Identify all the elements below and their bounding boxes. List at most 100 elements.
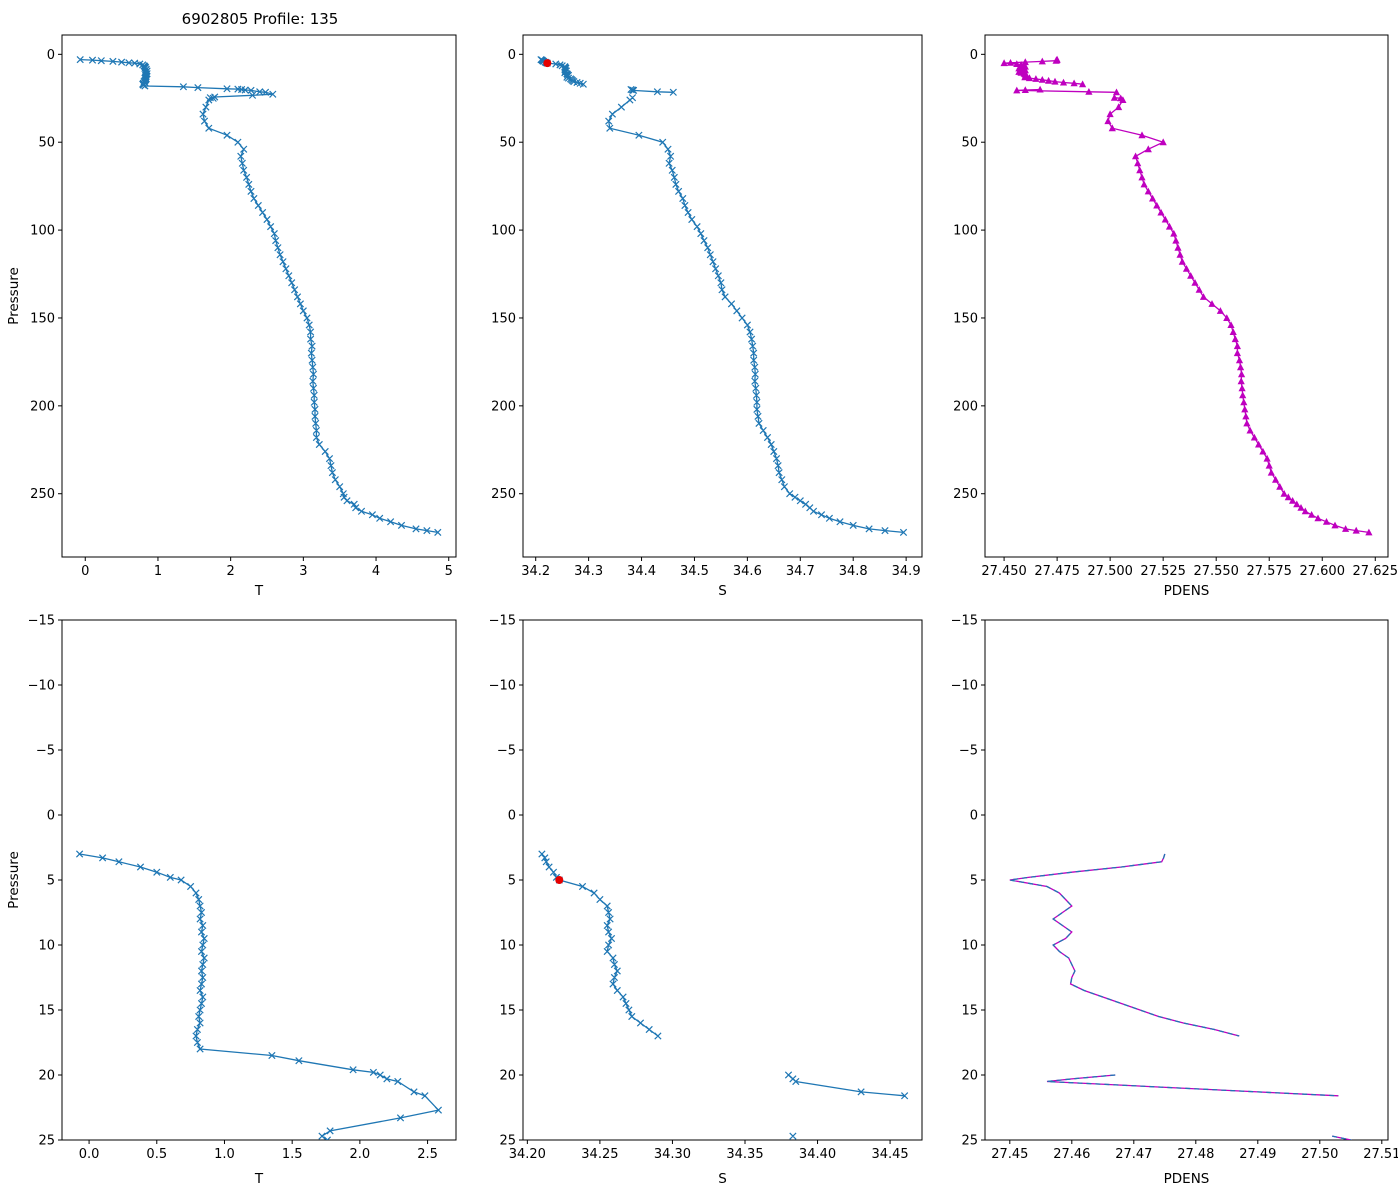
subplot-T-zoom-canvas: 0.0 0.5 1.0 1.5 2.0 2.5 −15 −10 −5 0 5 10 15 20 25 T Pre… <box>6 614 457 1187</box>
x-tick-label: 27.625 <box>1353 564 1398 579</box>
x-tick-label: 34.7 <box>786 564 815 579</box>
y-tick-label: −5 <box>36 744 55 759</box>
x-tick-label: 1 <box>154 564 162 579</box>
subplot-S-full: 34.2 34.3 34.4 34.5 34.6 34.7 34.8 34.9 0 50 100 15… <box>466 0 932 600</box>
x-tick-label: 34.30 <box>654 1147 691 1162</box>
x-tick-label: 27.48 <box>1177 1147 1214 1162</box>
y-axis-label: Pressure <box>6 851 22 909</box>
x-tick-label: 27.45 <box>991 1147 1028 1162</box>
x-tick-label: 27.50 <box>1301 1147 1338 1162</box>
y-tick-label: 100 <box>491 224 516 239</box>
subplot-PDENS-zoom-canvas: 27.45 27.46 27.47 27.48 27.49 27.50 27.51 −15 −1… <box>951 614 1398 1188</box>
y-tick-label: 10 <box>961 939 978 954</box>
x-tick-label: 27.525 <box>1140 564 1186 579</box>
y-tick-label: −15 <box>951 614 978 629</box>
x-tick-label: 27.600 <box>1299 564 1345 579</box>
S-profile-markers <box>537 55 908 537</box>
y-tick-label: 20 <box>961 1069 978 1084</box>
figure-title: 6902805 Profile: 135 <box>181 10 339 28</box>
y-tick-label: 50 <box>961 136 978 151</box>
T-profile-line <box>79 853 440 1140</box>
y-tick-label: 0 <box>970 809 978 824</box>
axes-frame <box>984 619 1389 1141</box>
x-tick-label: 3 <box>299 564 307 579</box>
y-tick-label: −15 <box>28 614 55 629</box>
y-tick-label: 250 <box>491 487 516 502</box>
y-tick-label: 0 <box>47 809 55 824</box>
y-tick-label: 5 <box>47 874 55 889</box>
x-tick-label: 27.575 <box>1246 564 1292 579</box>
y-tick-label: 200 <box>491 399 516 414</box>
subplot-T-zoom: 0.0 0.5 1.0 1.5 2.0 2.5 −15 −10 −5 0 5 10 15 20 25 T Pre… <box>0 600 466 1200</box>
x-tick-label: 2.5 <box>417 1147 438 1162</box>
x-tick-label: 0 <box>81 564 89 579</box>
y-axis-label: Pressure <box>6 267 22 325</box>
y-tick-label: 0 <box>970 48 978 63</box>
subplot-S-zoom-canvas: 34.20 34.25 34.30 34.35 34.40 34.45 −15 −10 −5 0 5… <box>489 614 923 1187</box>
y-tick-label: 150 <box>30 311 55 326</box>
x-tick-label: 27.47 <box>1115 1147 1152 1162</box>
y-tick-label: 250 <box>953 487 978 502</box>
y-tick-label: 15 <box>499 1004 516 1019</box>
x-tick-label: 27.450 <box>981 564 1027 579</box>
y-tick-label: 20 <box>38 1069 55 1084</box>
T-profile-markers <box>75 850 443 1140</box>
y-tick-label: 5 <box>508 874 516 889</box>
y-tick-label: 200 <box>953 399 978 414</box>
x-tick-label: 27.51 <box>1363 1147 1398 1162</box>
x-axis-label: S <box>718 1171 727 1187</box>
y-tick-label: 15 <box>961 1004 978 1019</box>
x-tick-label: 5 <box>445 564 453 579</box>
T-profile-markers <box>76 55 442 537</box>
y-tick-label: −10 <box>489 679 516 694</box>
y-tick-label: 25 <box>499 1134 516 1149</box>
PDENS-profile-markers <box>1000 55 1373 536</box>
x-tick-label: 27.49 <box>1239 1147 1276 1162</box>
axes-frame <box>522 619 923 1141</box>
x-tick-label: 34.2 <box>521 564 550 579</box>
y-tick-label: 50 <box>38 136 55 151</box>
y-tick-label: −15 <box>489 614 516 629</box>
axes-frame <box>984 34 1389 558</box>
x-tick-label: 2 <box>227 564 235 579</box>
y-tick-label: 20 <box>499 1069 516 1084</box>
x-tick-label: 0.0 <box>79 1147 100 1162</box>
y-tick-label: 15 <box>38 1004 55 1019</box>
axes-frame <box>61 619 457 1141</box>
x-axis-label: S <box>718 583 727 599</box>
S-profile-line <box>540 59 904 534</box>
y-tick-label: 10 <box>499 939 516 954</box>
y-tick-label: −5 <box>959 744 978 759</box>
S-profile-markers <box>538 850 909 1140</box>
y-tick-label: 250 <box>30 487 55 502</box>
x-tick-label: 1.5 <box>282 1147 303 1162</box>
y-tick-label: 0 <box>508 809 516 824</box>
y-tick-label: 150 <box>491 311 516 326</box>
x-tick-label: 2.0 <box>350 1147 371 1162</box>
x-tick-label: 1.0 <box>214 1147 235 1162</box>
y-tick-label: −10 <box>951 679 978 694</box>
y-tick-label: 100 <box>30 224 55 239</box>
y-tick-label: −5 <box>497 744 516 759</box>
subplot-PDENS-full-canvas: 27.450 27.475 27.500 27.525 27.550 27.575 27.6… <box>953 34 1398 599</box>
x-axis-label: PDENS <box>1164 583 1210 599</box>
x-tick-label: 34.35 <box>726 1147 763 1162</box>
highlight-point <box>543 59 552 68</box>
x-tick-label: 0.5 <box>146 1147 167 1162</box>
highlight-point <box>555 876 564 884</box>
y-tick-label: 25 <box>38 1134 55 1149</box>
x-tick-label: 34.40 <box>799 1147 836 1162</box>
x-tick-label: 27.550 <box>1193 564 1239 579</box>
x-tick-label: 4 <box>372 564 380 579</box>
y-tick-label: 200 <box>30 399 55 414</box>
x-tick-label: 34.5 <box>680 564 709 579</box>
subplot-PDENS-zoom: 27.45 27.46 27.47 27.48 27.49 27.50 27.51 −15 −1… <box>932 600 1398 1200</box>
subplot-T-full: 0 1 2 3 4 5 0 50 100 150 200 250 T Pressure <box>0 0 466 600</box>
x-tick-label: 27.500 <box>1087 564 1133 579</box>
x-tick-label: 34.45 <box>871 1147 908 1162</box>
y-tick-label: 25 <box>961 1134 978 1149</box>
PDENS-profile-line <box>1004 59 1369 534</box>
subplot-S-zoom: 34.20 34.25 34.30 34.35 34.40 34.45 −15 −10 −5 0 5… <box>466 600 932 1200</box>
